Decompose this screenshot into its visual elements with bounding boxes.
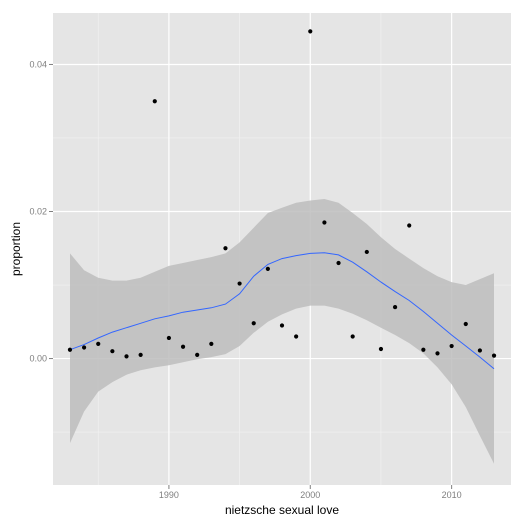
data-point [336, 260, 341, 266]
y-tick-label: 0.00 [29, 354, 47, 364]
data-point [209, 341, 214, 346]
data-point [308, 29, 313, 34]
data-point [237, 281, 242, 286]
y-axis: 0.00 0.02 0.04 [29, 59, 53, 364]
data-point [435, 351, 440, 356]
data-point [463, 321, 468, 327]
data-point [251, 321, 256, 326]
smooth-line [69, 252, 495, 370]
data-point [110, 349, 115, 354]
data-point [166, 335, 172, 341]
data-point [265, 266, 270, 271]
data-points [67, 29, 497, 359]
data-point [350, 334, 355, 339]
data-point [491, 353, 497, 358]
data-point [223, 246, 228, 251]
data-point [81, 345, 87, 350]
confidence-band [70, 199, 494, 464]
data-point [378, 346, 384, 352]
data-point [195, 352, 200, 357]
data-point [138, 352, 143, 357]
data-point [364, 249, 369, 255]
data-point [96, 341, 101, 346]
y-tick-label: 0.04 [29, 59, 47, 69]
y-axis-title: proportion [9, 222, 23, 276]
data-point [421, 347, 426, 352]
data-point [407, 223, 412, 228]
x-tick-label: 2000 [300, 490, 320, 500]
data-point [477, 348, 483, 353]
data-point [392, 304, 398, 310]
data-point [279, 323, 285, 328]
data-point [449, 343, 454, 349]
data-point [322, 220, 327, 225]
x-tick-label: 2010 [442, 490, 462, 500]
data-point [152, 99, 157, 104]
x-axis: 1990 2000 2010 [159, 485, 462, 500]
data-point [124, 354, 129, 359]
x-axis-title: nietzsche sexual love [225, 503, 339, 517]
x-tick-label: 1990 [159, 490, 179, 500]
y-tick-label: 0.02 [29, 207, 47, 217]
data-point [180, 344, 186, 349]
data-point [67, 347, 73, 352]
data-point [294, 334, 299, 339]
